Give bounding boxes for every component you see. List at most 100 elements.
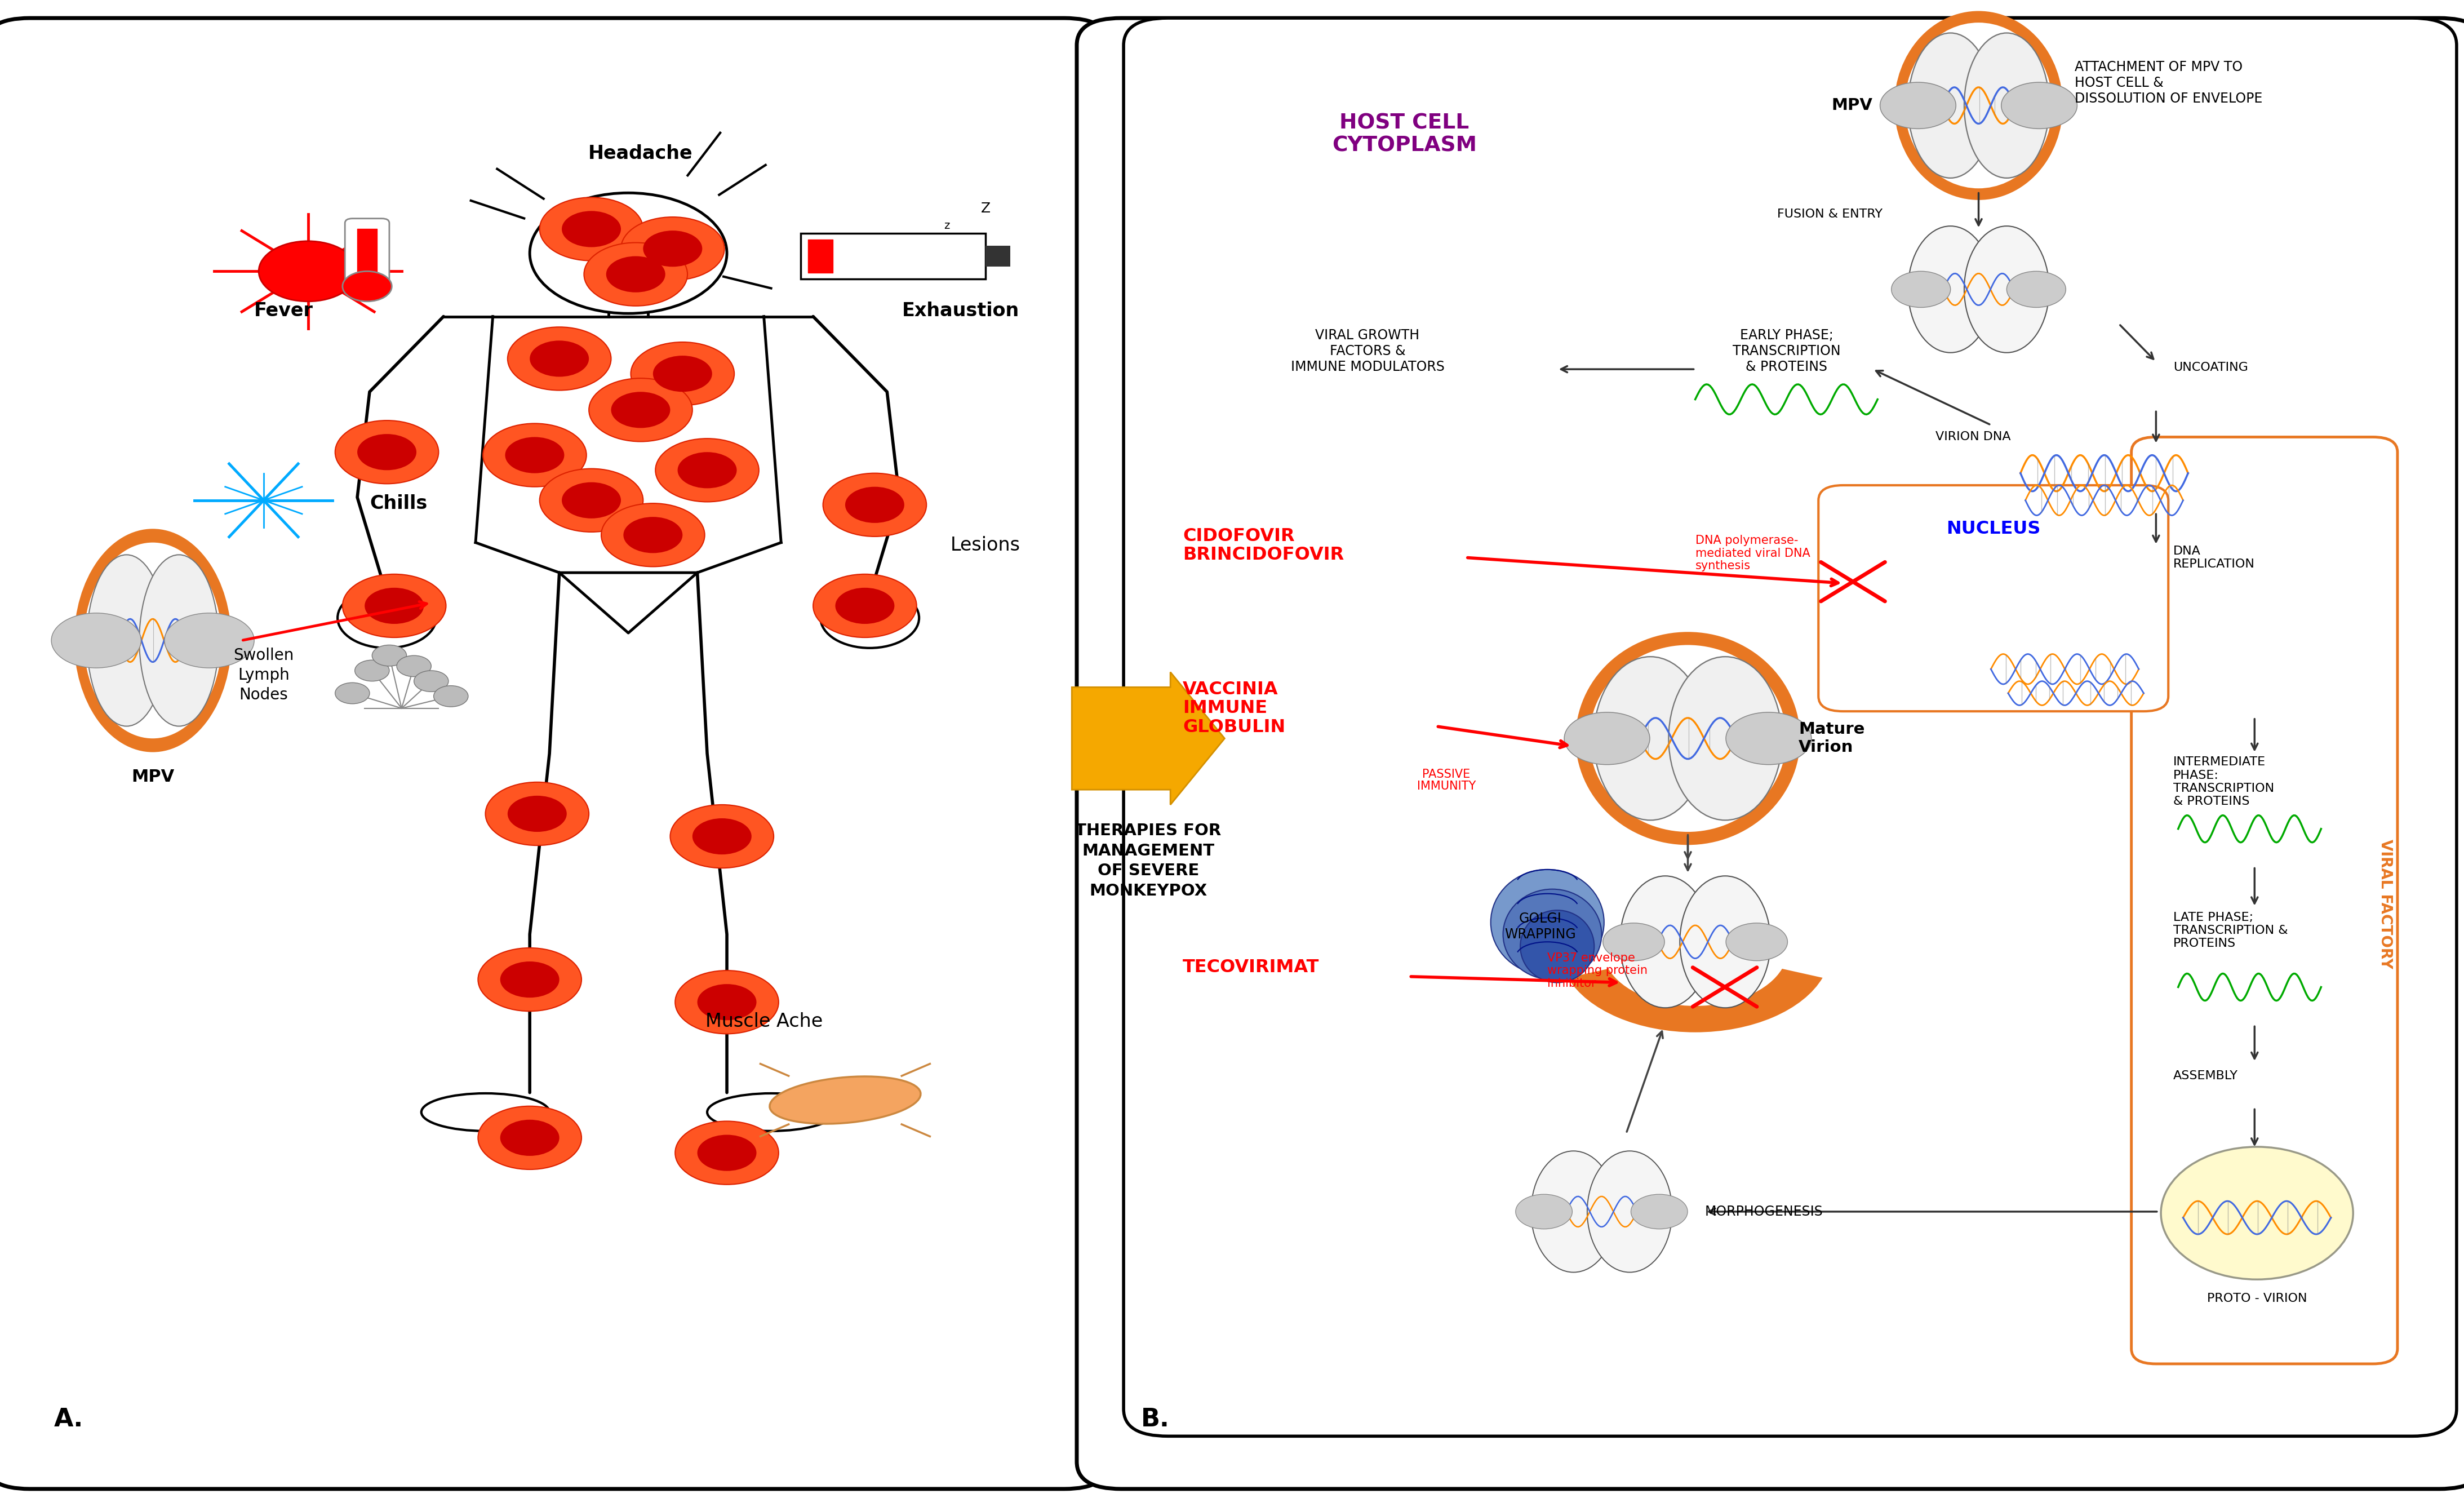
Text: Chills: Chills <box>370 494 426 512</box>
Ellipse shape <box>421 1094 549 1130</box>
Circle shape <box>1725 922 1786 961</box>
Circle shape <box>655 439 759 502</box>
Text: VACCINIA
IMMUNE
GLOBULIN: VACCINIA IMMUNE GLOBULIN <box>1183 681 1286 735</box>
Circle shape <box>675 1121 779 1185</box>
Circle shape <box>1880 83 1956 128</box>
Text: Lesions: Lesions <box>951 536 1020 555</box>
Circle shape <box>355 660 389 681</box>
Circle shape <box>1725 713 1811 764</box>
Text: INTERMEDIATE
PHASE:
TRANSCRIPTION
& PROTEINS: INTERMEDIATE PHASE: TRANSCRIPTION & PROT… <box>2173 757 2274 808</box>
Text: DNA polymerase-
mediated viral DNA
synthesis: DNA polymerase- mediated viral DNA synth… <box>1695 535 1811 571</box>
FancyBboxPatch shape <box>986 246 1010 267</box>
Text: LATE PHASE;
TRANSCRIPTION &
PROTEINS: LATE PHASE; TRANSCRIPTION & PROTEINS <box>2173 912 2289 949</box>
Text: PROTO - VIRION: PROTO - VIRION <box>2208 1293 2306 1304</box>
Text: z: z <box>944 220 949 231</box>
Ellipse shape <box>1520 910 1594 983</box>
Circle shape <box>483 423 586 487</box>
Circle shape <box>52 613 140 668</box>
Circle shape <box>562 482 621 518</box>
FancyArrow shape <box>1072 672 1225 805</box>
FancyBboxPatch shape <box>2131 437 2397 1364</box>
Circle shape <box>606 256 665 292</box>
Ellipse shape <box>1619 876 1710 1008</box>
Ellipse shape <box>707 1094 835 1130</box>
Circle shape <box>335 420 439 484</box>
Circle shape <box>505 437 564 473</box>
Ellipse shape <box>1895 11 2062 200</box>
Circle shape <box>821 588 919 648</box>
Text: FUSION & ENTRY: FUSION & ENTRY <box>1777 208 1882 220</box>
Circle shape <box>1892 271 1951 307</box>
Circle shape <box>2006 271 2065 307</box>
FancyBboxPatch shape <box>345 219 389 291</box>
Ellipse shape <box>74 529 232 752</box>
Circle shape <box>697 1135 756 1171</box>
Text: MPV: MPV <box>131 769 175 785</box>
Circle shape <box>643 231 702 267</box>
Wedge shape <box>1567 969 1823 1032</box>
Text: VIRAL GROWTH
FACTORS &
IMMUNE MODULATORS: VIRAL GROWTH FACTORS & IMMUNE MODULATORS <box>1291 329 1444 374</box>
Ellipse shape <box>140 555 219 726</box>
Circle shape <box>2001 83 2077 128</box>
Ellipse shape <box>1491 870 1604 975</box>
Circle shape <box>631 342 734 405</box>
FancyBboxPatch shape <box>1077 18 2464 1489</box>
Circle shape <box>500 1120 559 1156</box>
Text: THERAPIES FOR
MANAGEMENT
OF SEVERE
MONKEYPOX: THERAPIES FOR MANAGEMENT OF SEVERE MONKE… <box>1074 823 1222 900</box>
Circle shape <box>1631 1194 1688 1230</box>
Ellipse shape <box>1905 23 2053 188</box>
Circle shape <box>335 683 370 704</box>
Circle shape <box>540 197 643 261</box>
Text: B.: B. <box>1141 1408 1170 1432</box>
FancyBboxPatch shape <box>0 18 1109 1489</box>
Ellipse shape <box>769 1076 922 1124</box>
Circle shape <box>530 341 589 377</box>
Circle shape <box>678 452 737 488</box>
Circle shape <box>485 782 589 845</box>
Circle shape <box>823 473 926 536</box>
Circle shape <box>478 1106 582 1169</box>
Ellipse shape <box>1574 631 1801 845</box>
Text: Exhaustion: Exhaustion <box>902 301 1020 319</box>
Text: ASSEMBLY: ASSEMBLY <box>2173 1070 2237 1081</box>
Ellipse shape <box>86 555 165 726</box>
Circle shape <box>342 271 392 301</box>
Text: Mature
Virion: Mature Virion <box>1799 722 1865 755</box>
Circle shape <box>372 645 407 666</box>
Circle shape <box>434 686 468 707</box>
Circle shape <box>365 588 424 624</box>
Circle shape <box>530 193 727 313</box>
Circle shape <box>1515 1194 1572 1230</box>
Circle shape <box>500 961 559 998</box>
FancyBboxPatch shape <box>801 234 986 279</box>
Text: UNCOATING: UNCOATING <box>2173 362 2247 372</box>
Ellipse shape <box>1964 33 2050 178</box>
Circle shape <box>338 588 436 648</box>
Circle shape <box>508 327 611 390</box>
Text: TECOVIRIMAT: TECOVIRIMAT <box>1183 958 1318 977</box>
Ellipse shape <box>1530 1151 1616 1272</box>
Circle shape <box>1604 922 1666 961</box>
Circle shape <box>611 392 670 428</box>
Text: VP37 envelope
wrapping protein
inhibitor: VP37 envelope wrapping protein inhibitor <box>1547 952 1648 989</box>
Text: ATTACHMENT OF MPV TO
HOST CELL &
DISSOLUTION OF ENVELOPE: ATTACHMENT OF MPV TO HOST CELL & DISSOLU… <box>2075 60 2262 105</box>
Circle shape <box>697 984 756 1020</box>
Text: Muscle Ache: Muscle Ache <box>705 1013 823 1031</box>
Text: DNA
REPLICATION: DNA REPLICATION <box>2173 546 2255 570</box>
Circle shape <box>414 671 448 692</box>
Circle shape <box>397 656 431 677</box>
Ellipse shape <box>1680 876 1772 1008</box>
Ellipse shape <box>1594 657 1708 820</box>
Circle shape <box>357 434 416 470</box>
Text: VIRAL FACTORY: VIRAL FACTORY <box>2378 839 2393 969</box>
Circle shape <box>845 487 904 523</box>
Text: PASSIVE
IMMUNITY: PASSIVE IMMUNITY <box>1417 769 1476 793</box>
Circle shape <box>589 378 692 442</box>
Text: A.: A. <box>54 1408 84 1432</box>
Circle shape <box>562 211 621 247</box>
Circle shape <box>621 217 724 280</box>
Circle shape <box>675 971 779 1034</box>
Ellipse shape <box>1668 657 1781 820</box>
Text: HOST CELL
CYTOPLASM: HOST CELL CYTOPLASM <box>1333 113 1476 155</box>
Circle shape <box>601 503 705 567</box>
